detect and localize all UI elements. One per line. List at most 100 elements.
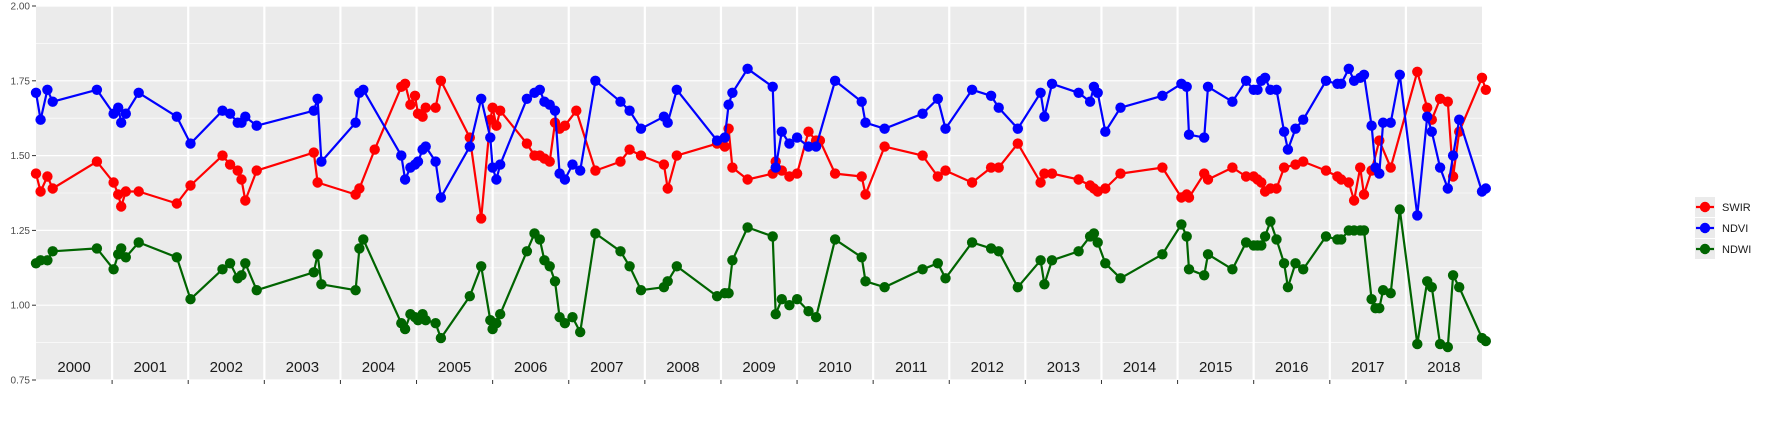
data-point-ndwi (1265, 216, 1276, 227)
data-point-swir (662, 183, 673, 194)
data-point-swir (420, 102, 431, 113)
data-point-ndwi (358, 234, 369, 245)
data-point-ndvi (993, 102, 1004, 113)
data-point-ndwi (615, 246, 626, 257)
data-point-swir (1442, 96, 1454, 107)
data-point-ndvi (35, 114, 46, 125)
data-point-ndvi (521, 93, 533, 105)
data-point-ndvi (662, 117, 673, 128)
data-point-swir (544, 156, 555, 167)
data-point-ndvi (1100, 126, 1111, 137)
data-point-ndvi (719, 132, 730, 143)
data-point-ndvi (399, 174, 411, 185)
data-point-swir (1183, 192, 1195, 203)
data-point-ndwi (534, 234, 545, 245)
data-point-ndvi (727, 87, 738, 99)
data-point-swir (521, 138, 533, 149)
data-point-ndvi (567, 159, 578, 170)
data-point-ndvi (1039, 111, 1050, 122)
data-point-swir (1343, 177, 1355, 188)
year-label: 2014 (1123, 359, 1156, 376)
data-point-ndwi (932, 258, 943, 269)
year-label: 2012 (971, 359, 1004, 376)
data-point-ndvi (1282, 144, 1294, 155)
data-point-ndvi (120, 108, 131, 119)
data-point-ndwi (767, 231, 778, 242)
data-point-swir (236, 174, 247, 185)
data-point-ndwi (1115, 273, 1126, 284)
legend-label: NDWI (1722, 244, 1751, 256)
data-point-swir (405, 99, 416, 110)
data-point-ndwi (1039, 279, 1050, 290)
data-point-swir (1385, 162, 1396, 173)
data-point-ndwi (185, 294, 196, 305)
data-point-swir (120, 186, 131, 197)
data-point-ndwi (803, 306, 814, 317)
data-point-ndvi (1434, 162, 1446, 173)
data-point-ndwi (879, 282, 890, 293)
data-point-swir (91, 156, 103, 167)
data-point-ndwi (491, 318, 502, 329)
data-point-swir (1476, 72, 1488, 84)
year-label: 2016 (1275, 359, 1308, 376)
data-point-ndwi (1100, 258, 1111, 269)
data-point-ndwi (1282, 282, 1294, 293)
data-point-ndvi (1447, 150, 1459, 161)
data-point-ndwi (108, 264, 119, 275)
data-point-swir (491, 120, 502, 131)
data-point-ndwi (723, 288, 734, 299)
data-point-ndvi (1202, 81, 1214, 93)
data-point-ndvi (1115, 102, 1126, 113)
data-point-ndwi (770, 309, 781, 320)
data-point-ndvi (932, 93, 943, 105)
data-point-ndvi (412, 156, 424, 167)
data-point-ndvi (1271, 84, 1282, 96)
legend: SWIR NDVI NDWI (1695, 197, 1751, 259)
data-point-swir (171, 198, 182, 209)
data-point-ndvi (559, 174, 571, 185)
data-point-ndvi (113, 102, 124, 113)
data-point-swir (1035, 177, 1046, 188)
year-label: 2003 (286, 359, 319, 376)
data-point-ndwi (567, 312, 578, 323)
data-point-ndwi (635, 285, 647, 296)
year-label: 2001 (133, 359, 166, 376)
data-point-ndwi (354, 243, 365, 254)
data-point-ndwi (1358, 225, 1370, 236)
data-point-swir (879, 141, 890, 152)
legend-label: SWIR (1722, 202, 1751, 214)
data-point-swir (727, 162, 738, 173)
data-point-ndwi (1157, 249, 1168, 260)
data-point-ndvi (810, 141, 822, 152)
data-point-ndvi (1366, 120, 1377, 131)
data-point-ndwi (217, 264, 228, 275)
data-point-ndwi (224, 258, 236, 269)
data-point-ndvi (47, 96, 58, 107)
data-point-ndwi (1181, 231, 1192, 242)
data-point-swir (47, 183, 58, 194)
data-point-ndwi (116, 243, 127, 254)
data-point-ndwi (784, 300, 795, 311)
data-point-ndwi (464, 291, 475, 302)
data-point-swir (829, 168, 841, 179)
data-point-ndvi (829, 75, 841, 87)
data-point-swir (932, 171, 943, 182)
data-point-ndwi (47, 246, 58, 257)
data-point-ndvi (791, 132, 803, 143)
data-point-ndwi (133, 237, 144, 248)
data-point-ndvi (495, 159, 506, 170)
data-point-ndvi (42, 84, 53, 96)
data-point-ndvi (133, 87, 144, 99)
data-point-ndvi (476, 93, 487, 105)
data-point-swir (590, 165, 601, 176)
data-point-swir (108, 177, 119, 188)
data-point-ndwi (1199, 270, 1210, 281)
data-point-ndwi (1394, 204, 1406, 215)
data-point-swir (671, 150, 682, 161)
data-point-swir (1278, 162, 1290, 173)
data-point-ndwi (727, 255, 738, 266)
data-point-swir (635, 150, 647, 161)
y-tick-label: 0.75 (11, 376, 31, 387)
data-point-swir (985, 162, 997, 173)
